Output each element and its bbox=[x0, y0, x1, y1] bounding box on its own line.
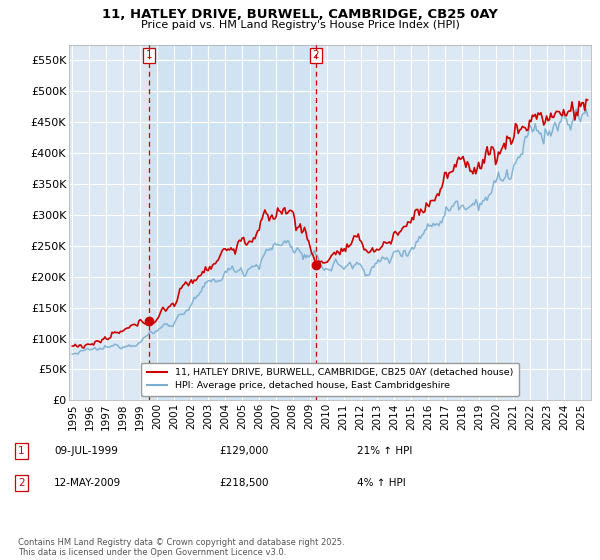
Text: 4% ↑ HPI: 4% ↑ HPI bbox=[357, 478, 406, 488]
Text: 21% ↑ HPI: 21% ↑ HPI bbox=[357, 446, 412, 456]
Text: 2: 2 bbox=[18, 478, 25, 488]
Text: £218,500: £218,500 bbox=[219, 478, 269, 488]
Text: 2: 2 bbox=[313, 50, 319, 60]
Text: 11, HATLEY DRIVE, BURWELL, CAMBRIDGE, CB25 0AY: 11, HATLEY DRIVE, BURWELL, CAMBRIDGE, CB… bbox=[102, 8, 498, 21]
Text: 12-MAY-2009: 12-MAY-2009 bbox=[54, 478, 121, 488]
Text: 1: 1 bbox=[18, 446, 25, 456]
Bar bbox=[149, 45, 316, 400]
Text: Contains HM Land Registry data © Crown copyright and database right 2025.
This d: Contains HM Land Registry data © Crown c… bbox=[18, 538, 344, 557]
Text: £129,000: £129,000 bbox=[219, 446, 268, 456]
Text: 1: 1 bbox=[146, 50, 152, 60]
Text: 09-JUL-1999: 09-JUL-1999 bbox=[54, 446, 118, 456]
Text: Price paid vs. HM Land Registry's House Price Index (HPI): Price paid vs. HM Land Registry's House … bbox=[140, 20, 460, 30]
Legend: 11, HATLEY DRIVE, BURWELL, CAMBRIDGE, CB25 0AY (detached house), HPI: Average pr: 11, HATLEY DRIVE, BURWELL, CAMBRIDGE, CB… bbox=[141, 362, 519, 396]
